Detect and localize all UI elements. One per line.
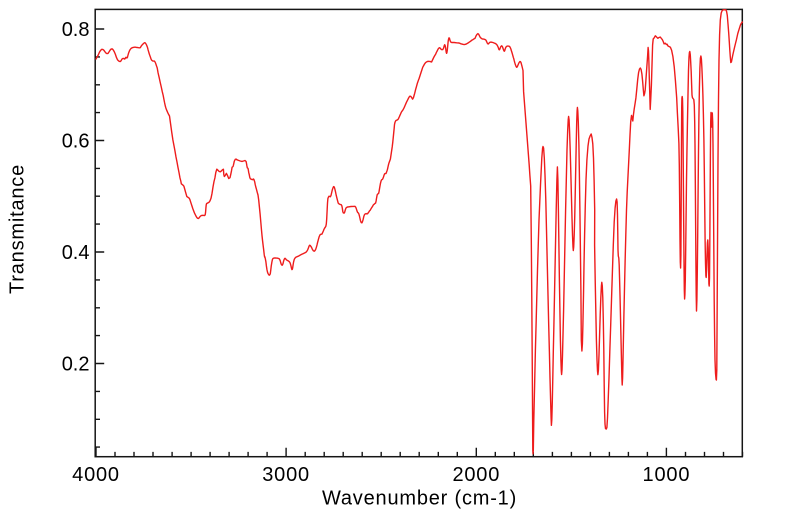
- svg-text:Wavenumber (cm-1): Wavenumber (cm-1): [322, 488, 517, 510]
- svg-text:1000: 1000: [643, 464, 691, 486]
- svg-text:2000: 2000: [452, 464, 500, 486]
- svg-text:0.6: 0.6: [62, 131, 90, 153]
- svg-text:Transmitance: Transmitance: [7, 164, 29, 294]
- svg-text:4000: 4000: [72, 464, 120, 486]
- svg-text:0.8: 0.8: [62, 19, 90, 41]
- svg-text:3000: 3000: [262, 464, 310, 486]
- svg-text:0.2: 0.2: [62, 354, 90, 376]
- svg-text:0.4: 0.4: [62, 242, 90, 264]
